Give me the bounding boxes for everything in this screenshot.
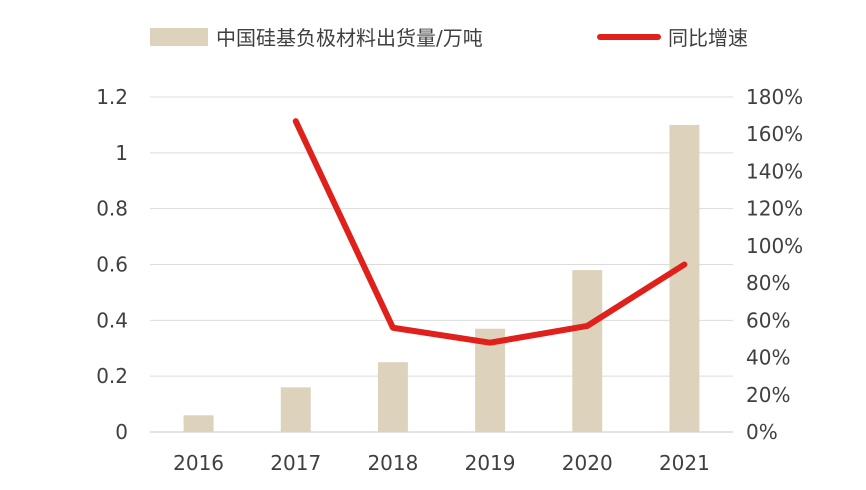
legend-label-bar: 中国硅基负极材料出货量/万吨	[216, 26, 483, 50]
right-tick-label: 60%	[746, 308, 790, 332]
left-tick-label: 0.2	[96, 364, 128, 388]
right-tick-label: 120%	[746, 197, 803, 221]
left-tick-label: 0.4	[96, 308, 128, 332]
bars	[183, 124, 700, 433]
right-tick-label: 20%	[746, 383, 790, 407]
growth-line	[292, 118, 688, 346]
bar	[280, 387, 311, 432]
left-tick-label: 1	[115, 141, 128, 165]
left-axis-ticks: 0 0.2 0.4 0.6 0.8 1 1.2	[96, 85, 128, 444]
legend-label-line: 同比增速	[668, 26, 748, 50]
x-axis-ticks: 2016 2017 2018 2019 2020 2021	[173, 451, 710, 475]
x-tick-label: 2021	[659, 451, 710, 475]
bar	[183, 415, 214, 432]
bar	[377, 362, 408, 432]
bar	[572, 270, 603, 432]
x-tick-label: 2020	[562, 451, 613, 475]
left-tick-label: 0	[115, 420, 128, 444]
right-tick-label: 160%	[746, 122, 803, 146]
x-tick-label: 2019	[465, 451, 516, 475]
legend: 中国硅基负极材料出货量/万吨 同比增速	[150, 26, 748, 50]
right-tick-label: 100%	[746, 234, 803, 258]
legend-swatch-bar	[150, 28, 208, 46]
right-axis-ticks: 0% 20% 40% 60% 80% 100% 120% 140% 160% 180%	[746, 85, 803, 444]
x-tick-label: 2016	[173, 451, 224, 475]
right-tick-label: 40%	[746, 346, 790, 370]
bar	[669, 124, 700, 433]
bar	[475, 328, 506, 432]
right-tick-label: 80%	[746, 271, 790, 295]
growth-line-path	[292, 118, 688, 346]
right-tick-label: 180%	[746, 85, 803, 109]
right-tick-label: 140%	[746, 159, 803, 183]
left-tick-label: 0.6	[96, 253, 128, 277]
x-tick-label: 2018	[367, 451, 418, 475]
right-tick-label: 0%	[746, 420, 778, 444]
left-tick-label: 1.2	[96, 85, 128, 109]
grid	[150, 96, 733, 433]
x-tick-label: 2017	[270, 451, 321, 475]
left-tick-label: 0.8	[96, 197, 128, 221]
